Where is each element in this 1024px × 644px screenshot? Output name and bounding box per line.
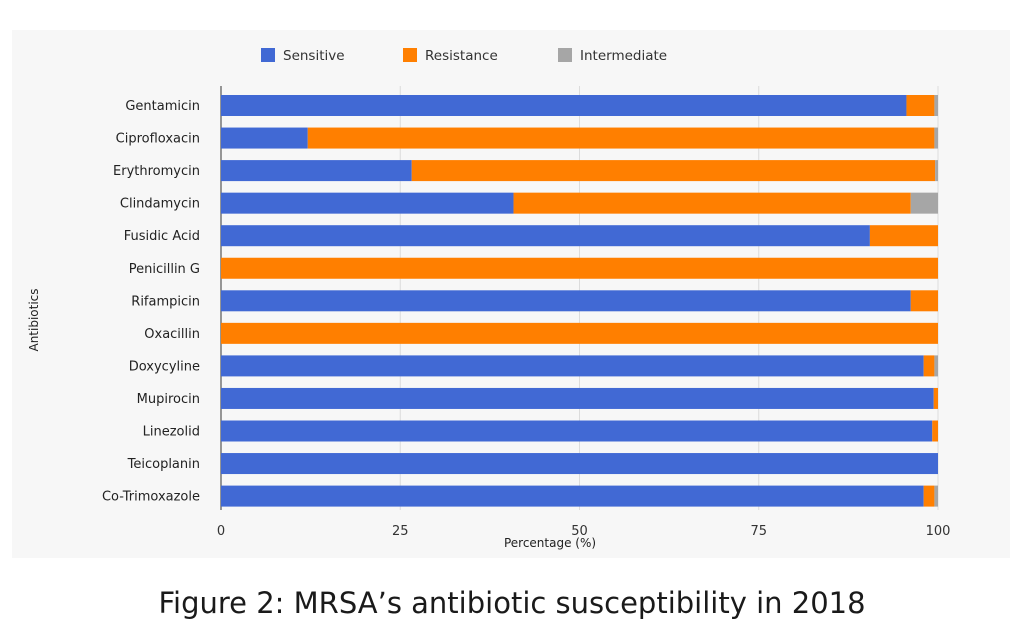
bar-sensitive-co-trimoxazole <box>221 485 924 507</box>
bar-resistance-fusidic-acid <box>869 225 938 247</box>
bar-sensitive-linezolid <box>221 420 933 442</box>
x-tick-label: 100 <box>926 524 951 539</box>
bar-intermediate-clindamycin <box>910 192 938 214</box>
bar-resistance-rifampicin <box>910 290 938 312</box>
bar-intermediate-gentamicin <box>934 95 938 116</box>
bar-intermediate-ciprofloxacin <box>934 127 938 149</box>
bar-sensitive-fusidic-acid <box>221 225 870 247</box>
legend-swatch-resistance <box>403 48 417 62</box>
category-label: Oxacillin <box>144 327 200 342</box>
y-axis-title: Antibiotics <box>27 288 41 351</box>
bar-sensitive-erythromycin <box>221 160 412 182</box>
legend-label-intermediate: Intermediate <box>580 48 667 64</box>
bar-sensitive-gentamicin <box>221 95 907 116</box>
bar-resistance-ciprofloxacin <box>307 127 935 149</box>
x-tick-label: 50 <box>571 524 588 539</box>
category-label: Penicillin G <box>129 262 200 277</box>
category-label: Linezolid <box>143 425 200 440</box>
category-label: Fusidic Acid <box>124 229 200 244</box>
x-tick-label: 75 <box>750 524 767 539</box>
chart-panel: Sensitive Resistance Intermediate Gentamic… <box>12 30 1010 558</box>
category-label: Clindamycin <box>120 197 200 212</box>
category-label: Gentamicin <box>125 99 200 114</box>
x-tick-label: 25 <box>392 524 409 539</box>
bar-resistance-oxacillin <box>221 322 938 344</box>
bar-resistance-clindamycin <box>513 192 911 214</box>
category-label: Doxycyline <box>129 359 200 374</box>
bar-sensitive-ciprofloxacin <box>221 127 308 149</box>
stacked-bar-chart: Sensitive Resistance Intermediate Gentamic… <box>27 48 951 550</box>
category-label: Co-Trimoxazole <box>102 490 200 505</box>
legend-label-sensitive: Sensitive <box>283 48 345 64</box>
bar-resistance-linezolid <box>932 420 938 442</box>
bar-resistance-penicillin-g <box>221 257 938 279</box>
bar-intermediate-doxycyline <box>934 355 938 377</box>
category-label: Erythromycin <box>113 164 200 179</box>
x-axis-title: Percentage (%) <box>504 536 596 550</box>
bar-resistance-gentamicin <box>906 95 935 116</box>
bar-resistance-co-trimoxazole <box>923 485 935 507</box>
bar-resistance-mupirocin <box>933 387 938 409</box>
bar-intermediate-co-trimoxazole <box>934 485 938 507</box>
bars <box>221 95 938 507</box>
category-labels: Gentamicin Ciprofloxacin Erythromycin Clind… <box>102 99 200 505</box>
bar-resistance-erythromycin <box>411 160 936 182</box>
category-label: Rifampicin <box>131 294 200 309</box>
category-label: Mupirocin <box>137 392 200 407</box>
bar-sensitive-doxycyline <box>221 355 924 377</box>
x-tick-label: 0 <box>217 524 225 539</box>
category-label: Teicoplanin <box>127 457 200 472</box>
bar-resistance-doxycyline <box>923 355 935 377</box>
legend-label-resistance: Resistance <box>425 48 498 64</box>
figure-caption: Figure 2: MRSA’s antibiotic susceptibili… <box>158 586 866 620</box>
legend-swatch-intermediate <box>558 48 572 62</box>
category-label: Ciprofloxacin <box>116 132 200 147</box>
bar-sensitive-rifampicin <box>221 290 911 312</box>
x-tick-labels: 0 25 50 75 100 <box>217 524 951 539</box>
bar-sensitive-mupirocin <box>221 387 934 409</box>
bar-sensitive-teicoplanin <box>221 453 938 475</box>
bar-sensitive-clindamycin <box>221 192 514 214</box>
bar-intermediate-erythromycin <box>935 160 938 182</box>
legend: Sensitive Resistance Intermediate <box>261 48 667 64</box>
legend-swatch-sensitive <box>261 48 275 62</box>
